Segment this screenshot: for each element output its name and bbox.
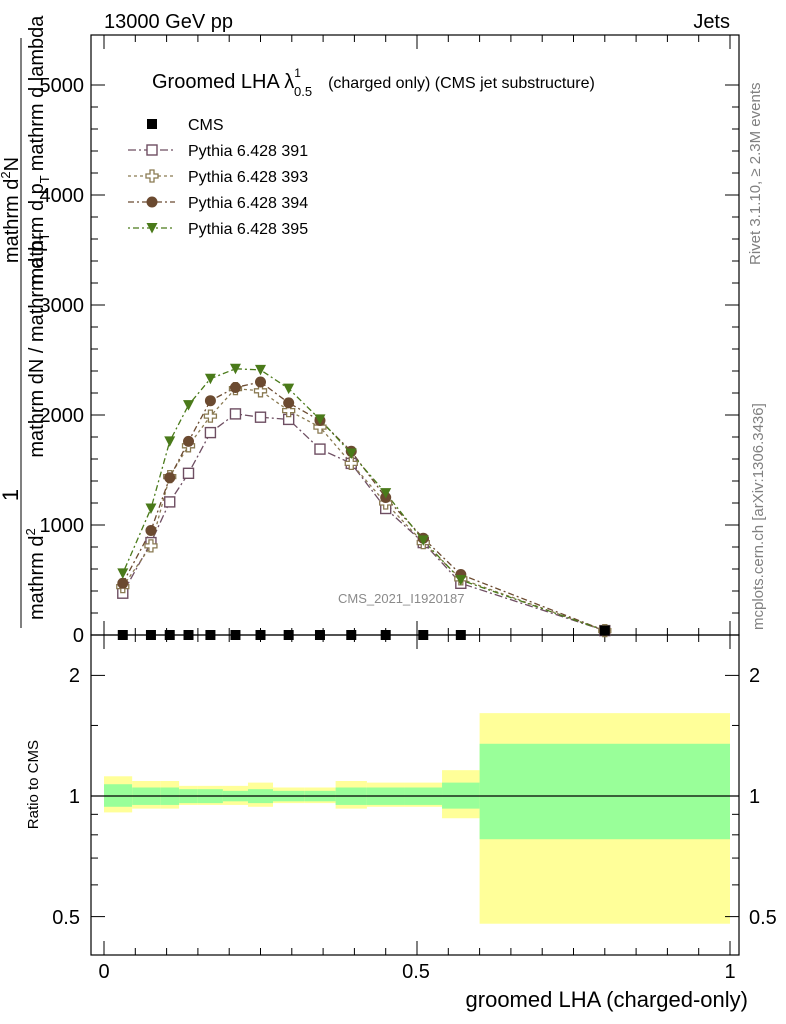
data-point bbox=[314, 414, 326, 425]
data-point bbox=[229, 382, 241, 393]
stat-band bbox=[479, 743, 730, 840]
series-line bbox=[122, 368, 606, 632]
legend-label: Pythia 6.428 394 bbox=[188, 195, 308, 212]
data-point bbox=[164, 630, 175, 640]
ratio-ytick-label-right: 0.5 bbox=[749, 907, 777, 929]
ratio-ytick-label-right: 1 bbox=[749, 786, 760, 808]
data-point bbox=[283, 383, 295, 395]
data-point bbox=[145, 525, 157, 536]
ratio-ytick-label: 2 bbox=[69, 665, 80, 687]
legend-label: Pythia 6.428 391 bbox=[188, 143, 308, 160]
data-point bbox=[255, 630, 266, 640]
data-point bbox=[117, 577, 129, 589]
rivet-label: Rivet 3.1.10, ≥ 2.3M events bbox=[747, 83, 764, 266]
data-point bbox=[599, 625, 610, 636]
data-point bbox=[183, 400, 195, 411]
data-point bbox=[203, 409, 218, 423]
data-point bbox=[164, 436, 176, 447]
data-point bbox=[345, 448, 357, 459]
data-point bbox=[417, 535, 429, 546]
data-point bbox=[229, 408, 242, 420]
series-line bbox=[122, 381, 606, 632]
data-point bbox=[145, 630, 156, 640]
data-point bbox=[117, 568, 129, 579]
data-point bbox=[254, 411, 267, 423]
x-axis-label: groomed LHA (charged-only) bbox=[466, 987, 748, 1012]
y-label-main: mathrm dN / mathrm d pT bbox=[26, 232, 52, 458]
ratio-ytick-label-right: 2 bbox=[749, 665, 760, 687]
data-point bbox=[183, 435, 195, 447]
x-ticks bbox=[103, 35, 731, 955]
data-point bbox=[314, 443, 326, 455]
data-point bbox=[253, 384, 268, 398]
data-point bbox=[255, 364, 266, 376]
legend: CMS Pythia 6.428 391 Pythia 6.428 393 Pythi… bbox=[128, 117, 308, 238]
data-point bbox=[283, 397, 295, 409]
ratio-y-ticks bbox=[91, 674, 739, 918]
data-point bbox=[346, 630, 357, 640]
ratio-plot-frame bbox=[90, 634, 740, 956]
y-label-sub: mathrm d2 bbox=[23, 528, 48, 620]
header-left: 13000 GeV pp bbox=[104, 11, 233, 33]
watermark: CMS_2021_I1920187 bbox=[338, 591, 465, 606]
data-point bbox=[146, 223, 158, 234]
data-point bbox=[164, 496, 176, 508]
data-point bbox=[314, 630, 325, 640]
data-point bbox=[282, 403, 296, 418]
data-point bbox=[145, 169, 159, 183]
data-point bbox=[204, 373, 216, 385]
data-point bbox=[283, 630, 294, 640]
data-point bbox=[204, 395, 216, 407]
legend-label: CMS bbox=[188, 117, 224, 134]
header-right: Jets bbox=[693, 11, 730, 33]
main-y-ticks bbox=[91, 84, 739, 636]
data-point bbox=[147, 119, 157, 129]
series-points bbox=[116, 363, 612, 640]
data-point bbox=[146, 144, 158, 156]
data-point bbox=[229, 363, 241, 375]
data-point bbox=[344, 456, 358, 471]
data-point bbox=[117, 630, 128, 640]
data-point bbox=[380, 488, 392, 499]
data-point bbox=[380, 630, 391, 640]
data-point bbox=[205, 630, 216, 640]
main-ytick-label: 2000 bbox=[40, 405, 85, 427]
main-ytick-label: 5000 bbox=[40, 75, 85, 97]
mcplots-label: mcplots.cern.ch [arXiv:1306.3436] bbox=[750, 403, 767, 630]
data-point bbox=[145, 503, 157, 514]
data-point bbox=[455, 630, 466, 640]
data-point bbox=[255, 376, 266, 388]
main-ytick-label: 3000 bbox=[40, 295, 85, 317]
legend-label: Pythia 6.428 395 bbox=[188, 221, 308, 238]
plot-title: Groomed LHA λ1 0.5 (charged only) (CMS jet… bbox=[152, 66, 595, 99]
data-point bbox=[146, 196, 158, 208]
data-point bbox=[418, 630, 429, 640]
ratio-y-axis-label: Ratio to CMS bbox=[25, 740, 42, 829]
main-ytick-label: 1000 bbox=[40, 515, 85, 537]
data-point bbox=[455, 575, 467, 586]
ratio-ytick-label: 1 bbox=[69, 786, 80, 808]
data-point bbox=[144, 539, 158, 553]
ratio-bands bbox=[104, 713, 730, 924]
y-label-numerator: 1 bbox=[0, 489, 23, 501]
data-point bbox=[230, 630, 241, 640]
main-ytick-label: 0 bbox=[73, 625, 84, 647]
data-point bbox=[204, 426, 217, 439]
y-label-upper-den: mathrm d pTmathrm d lambda bbox=[26, 15, 52, 285]
data-point bbox=[182, 467, 195, 479]
xtick-label: 0 bbox=[98, 961, 109, 983]
xtick-label: 0.5 bbox=[402, 961, 430, 983]
main-ytick-label: 4000 bbox=[40, 185, 85, 207]
main-y-axis-label: 1 mathrm dN / mathrm d pT mathrm d2 math… bbox=[0, 15, 52, 628]
data-point bbox=[164, 472, 176, 484]
y-label-upper-num: mathrm d2N bbox=[0, 157, 23, 263]
ratio-ytick-label: 0.5 bbox=[52, 907, 80, 929]
legend-label: Pythia 6.428 393 bbox=[188, 169, 308, 186]
data-point bbox=[183, 630, 194, 640]
xtick-label: 1 bbox=[724, 961, 735, 983]
